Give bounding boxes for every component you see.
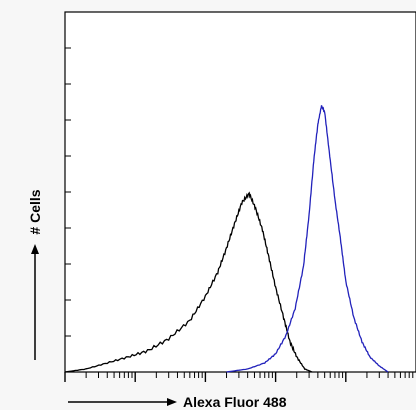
histogram-series-line-2: [226, 105, 389, 373]
y-axis-ticks: [65, 47, 71, 337]
x-axis-ticks: [64, 372, 414, 382]
series-layer: [64, 105, 389, 373]
y-axis-label: # Cells: [27, 189, 43, 234]
x-axis-arrow-head: [167, 398, 177, 406]
histogram-series-line-1: [64, 191, 313, 373]
y-axis-arrow-head: [31, 244, 39, 254]
plot-area: [64, 11, 416, 373]
x-axis-label: Alexa Fluor 488: [183, 394, 287, 410]
